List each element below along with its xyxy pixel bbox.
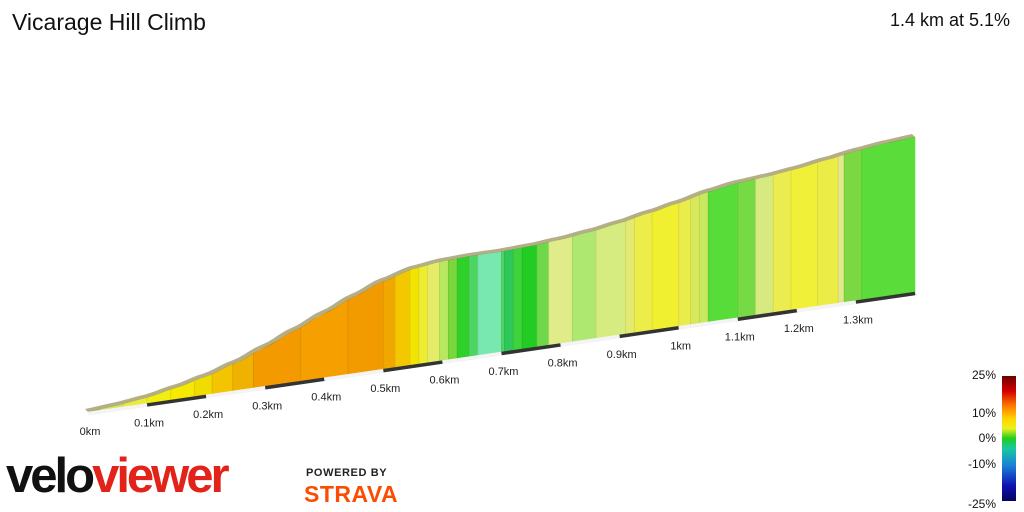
veloviewer-logo: veloviewer (6, 449, 230, 503)
baseline-distance-band (146, 394, 207, 407)
baseline-distance-band (383, 360, 443, 373)
gradient-segment (737, 178, 756, 319)
x-tick-label: 0km (80, 426, 101, 438)
gradient-segment (843, 149, 863, 303)
veloviewer-logo-velo: velo (6, 449, 95, 503)
gradient-segment (456, 256, 470, 359)
gradient-segment (690, 194, 700, 325)
legend-label-minus-25: -25% (967, 497, 996, 511)
baseline-distance-band (796, 300, 857, 313)
gradient-segment (772, 169, 792, 313)
baseline-distance-band (501, 343, 561, 356)
gradient-color-scale (1002, 376, 1016, 501)
gradient-segment (699, 191, 709, 324)
gradient-segment (755, 174, 774, 316)
tick-labels: 0km 0.1km 0.2km 0.3km 0.4km 0.5km 0.6km 0.7km 0.… (80, 315, 873, 438)
gradient-segment (678, 198, 691, 327)
gradient-segment (427, 261, 440, 364)
x-tick-label: 0.1km (134, 417, 164, 429)
gradient-segment (448, 258, 458, 361)
baseline-distance-band (737, 308, 798, 321)
gradient-segment (536, 241, 550, 348)
x-tick-label: 1.3km (843, 315, 873, 327)
x-tick-label: 0.5km (370, 383, 400, 395)
x-tick-label: 0.4km (311, 392, 341, 404)
climb-summary: 1.4 km at 5.1% (889, 10, 1010, 30)
gradient-segment (383, 276, 396, 370)
gradient-segment (418, 264, 428, 365)
gradient-segment (521, 244, 538, 350)
gradient-segment (468, 254, 479, 358)
gradient-segment (817, 156, 839, 307)
gradient-segment (477, 251, 502, 356)
veloviewer-logo-viewer: viewer (92, 449, 230, 503)
gradient-segment (634, 211, 653, 334)
gradient-segment (837, 154, 845, 304)
baseline-distance-band (678, 317, 739, 330)
x-tick-label: 0.7km (489, 366, 519, 378)
legend-label-0: 0% (978, 431, 996, 445)
gradient-segment (572, 230, 597, 343)
baseline-distance-band (205, 386, 266, 399)
gradient-segment (625, 217, 635, 335)
baseline-distance-band (442, 351, 502, 364)
x-tick-label: 1.2km (784, 323, 814, 335)
gradient-segments (85, 134, 916, 413)
gradient-segment (548, 236, 573, 346)
baseline-distance-band (324, 368, 384, 381)
x-tick-label: 0.8km (548, 357, 578, 369)
x-tick-label: 1.1km (725, 332, 755, 344)
gradient-segment (513, 247, 523, 351)
gradient-segment (409, 267, 420, 366)
gradient-segment (861, 136, 916, 301)
gradient-segment (504, 249, 514, 352)
baseline-distance-band (560, 334, 620, 347)
page-title: Vicarage Hill Climb (12, 9, 206, 35)
gradient-segment (394, 269, 411, 368)
gradient-segment (595, 221, 626, 339)
x-tick-label: 0.3km (252, 400, 282, 412)
strava-logo: STRAVA (304, 481, 399, 507)
x-tick-label: 1km (670, 340, 691, 352)
distance-axis (87, 291, 917, 416)
gradient-segment (651, 202, 680, 331)
x-tick-label: 0.9km (607, 349, 637, 361)
powered-by-label: POWERED BY (306, 467, 388, 479)
baseline-distance-band (619, 326, 679, 339)
baseline-distance-band (264, 377, 325, 390)
legend-label-25: 25% (971, 368, 996, 382)
legend-label-10: 10% (971, 406, 996, 420)
gradient-segment (439, 260, 449, 362)
gradient-segment (790, 162, 818, 311)
baseline-distance-band (87, 403, 148, 416)
x-tick-label: 0.6km (429, 375, 459, 387)
baseline-distance-band (855, 291, 916, 304)
gradient-segment (707, 182, 739, 323)
x-tick-label: 0.2km (193, 409, 223, 421)
legend-label-minus-10: -10% (967, 457, 996, 471)
